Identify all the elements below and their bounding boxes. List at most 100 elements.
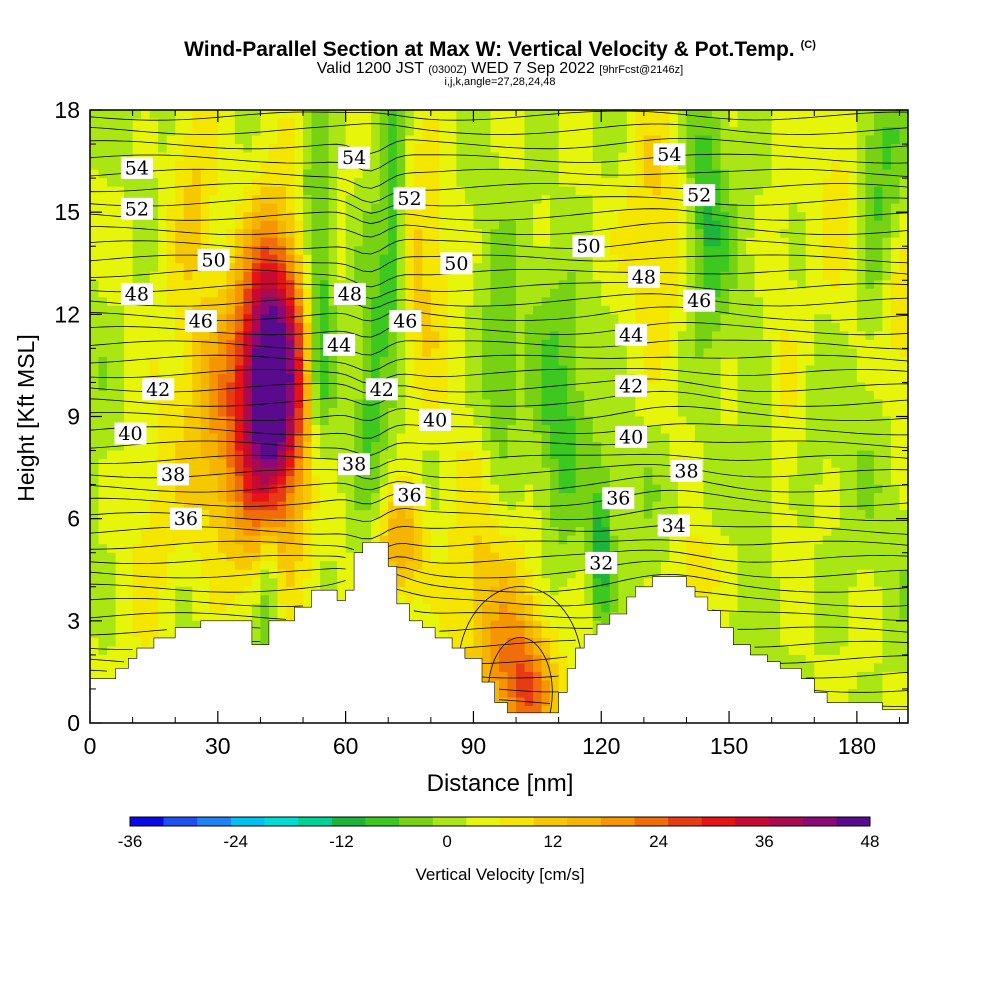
- terrain: [89, 542, 909, 724]
- isentrope-line: [90, 238, 908, 255]
- isentrope-label-text: 42: [619, 375, 643, 397]
- x-tick-label: 30: [205, 733, 231, 759]
- isentrope-label-text: 50: [202, 249, 226, 271]
- colorbar-tick-label: -12: [329, 832, 354, 851]
- isentrope-line: [90, 626, 908, 636]
- x-tick-label: 150: [710, 733, 748, 759]
- isentrope-label-box: [683, 289, 716, 312]
- colorbar-tick-label: -36: [118, 832, 143, 851]
- colorbar-swatch: [836, 817, 871, 826]
- isentrope-label-text: 44: [619, 324, 643, 346]
- isentrope-label: 42: [142, 378, 175, 401]
- isentrope-line: [90, 282, 908, 300]
- isentrope-line: [90, 423, 908, 439]
- isentrope-label-box: [683, 184, 716, 207]
- isentrope-line: [90, 440, 908, 456]
- isentrope-line: [90, 506, 908, 522]
- isentrope-label-box: [615, 425, 648, 448]
- isentrope-label: 38: [338, 453, 371, 476]
- colorbar-tick-label: -24: [223, 832, 248, 851]
- isentrope-label: 36: [393, 483, 426, 506]
- isentrope-label: 54: [338, 146, 371, 169]
- isentrope-label: 42: [365, 378, 398, 401]
- isentrope-label-text: 52: [397, 188, 421, 210]
- colorbar-swatch: [735, 817, 770, 826]
- chart-title-text: Wind-Parallel Section at Max W: Vertical…: [184, 38, 795, 61]
- colorbar-swatch: [802, 817, 837, 826]
- isentrope-label: 40: [615, 425, 648, 448]
- isentrope-line: [498, 699, 908, 708]
- isentrope-label-text: 50: [576, 236, 600, 258]
- colorbar-swatch: [668, 817, 703, 826]
- isentrope-label-text: 40: [423, 409, 447, 431]
- isentrope-label-box: [197, 248, 230, 271]
- isentrope-label-box: [338, 146, 371, 169]
- isentrope-label-box: [323, 334, 356, 356]
- isentrope-label: 40: [419, 408, 452, 431]
- isentrope-line: [90, 183, 908, 203]
- isentrope-label-box: [419, 408, 452, 431]
- isentrope-line: [90, 588, 908, 607]
- isentrope-line: [90, 378, 908, 395]
- isentrope-label: 42: [615, 374, 648, 397]
- isentrope-label-text: 46: [189, 311, 213, 333]
- colorbar-swatch: [634, 817, 669, 826]
- isentrope-label-box: [365, 378, 398, 401]
- isentrope-label-box: [657, 514, 690, 537]
- isentrope-line: [90, 222, 908, 238]
- x-tick-label: 90: [461, 733, 487, 759]
- isentrope-label-text: 46: [687, 290, 711, 312]
- isentrope-label: 50: [197, 248, 230, 271]
- isentrope-line: [90, 196, 908, 214]
- colorbar-tick-label: 36: [755, 832, 774, 851]
- isentrope-label-text: 44: [327, 335, 351, 357]
- isentrope-label: 44: [615, 323, 648, 346]
- isentrope-label: 44: [323, 334, 356, 357]
- x-tick-label: 60: [333, 733, 359, 759]
- isentrope-line: [498, 688, 908, 693]
- isentrope-line: [90, 609, 908, 622]
- colorbar-swatch: [466, 817, 501, 826]
- isentrope-line: [90, 489, 908, 507]
- isentrope-label: 54: [120, 156, 153, 179]
- colorbar-frame: [129, 816, 871, 827]
- isentrope-label-text: 48: [125, 283, 149, 305]
- isentrope-label-text: 48: [338, 283, 362, 305]
- isentrope-label-box: [615, 323, 648, 346]
- colorbar-swatch: [701, 817, 736, 826]
- colorbar-swatch: [769, 817, 804, 826]
- copyright-mark: (C): [800, 39, 816, 51]
- isentrope-line: [90, 208, 908, 225]
- colorbar-swatch: [298, 817, 333, 826]
- isentrope-line: [90, 339, 908, 356]
- isentrope-line: [90, 110, 908, 121]
- isentrope-label-text: 48: [632, 266, 656, 288]
- x-tick-label: 0: [84, 733, 97, 759]
- isentrope-line: [90, 390, 908, 407]
- isentrope-line: [90, 560, 908, 579]
- colorbar-tick-label: 0: [442, 832, 451, 851]
- colorbar-swatch: [432, 817, 467, 826]
- isentrope-label: 38: [157, 463, 190, 486]
- y-tick-label: 18: [54, 97, 80, 123]
- isentrope-label-text: 38: [342, 454, 366, 476]
- isentrope-line: [90, 138, 908, 154]
- colorbar-swatch: [600, 817, 635, 826]
- isentrope-label-box: [627, 265, 660, 288]
- isentrope-label: 52: [683, 184, 716, 207]
- isentrope-label-text: 54: [657, 144, 681, 166]
- colorbar-swatch: [399, 817, 434, 826]
- isentrope-line: [90, 322, 908, 338]
- isentrope-line: [90, 539, 908, 551]
- isentrope-label-text: 50: [444, 253, 468, 275]
- isentrope-label: 46: [389, 310, 422, 333]
- colorbar-swatch: [533, 817, 568, 826]
- x-tick-label: 120: [582, 733, 620, 759]
- isentrope-label: 50: [440, 252, 473, 275]
- isentrope-label-text: 38: [674, 461, 698, 483]
- isentrope-line: [90, 123, 908, 135]
- forecast-info: [9hrFcst@2146z]: [599, 64, 684, 76]
- y-tick-label: 3: [67, 608, 80, 634]
- isentrope-label: 32: [585, 551, 618, 574]
